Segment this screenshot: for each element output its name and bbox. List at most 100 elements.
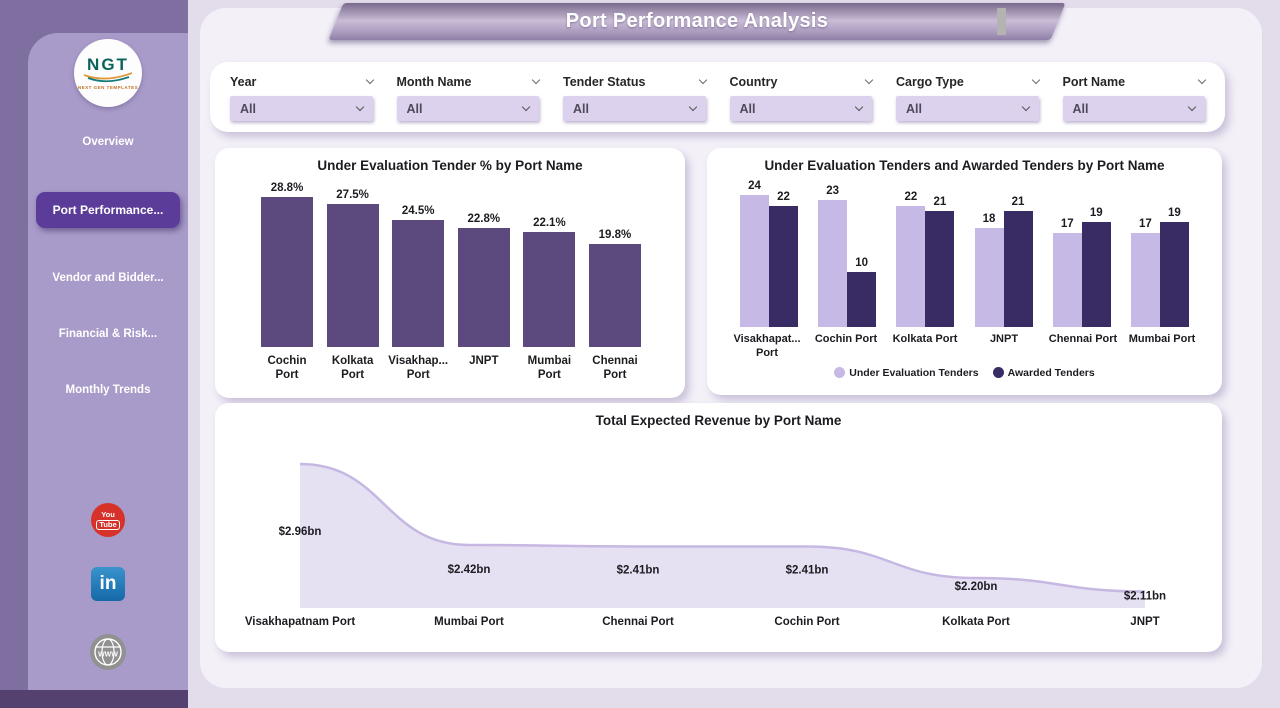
filter-dropdown-port-name[interactable]: All: [1062, 96, 1205, 121]
chevron-down-icon[interactable]: [864, 75, 874, 84]
website-globe-icon[interactable]: WWW: [89, 633, 127, 671]
youtube-icon[interactable]: You Tube: [91, 503, 125, 537]
sidebar-item-vendor-and-bidder[interactable]: Vendor and Bidder...: [52, 272, 164, 284]
series-column: 19: [1159, 179, 1189, 327]
bar-jnpt[interactable]: [457, 228, 510, 347]
legend-item-under-evaluation-tenders[interactable]: Under Evaluation Tenders: [834, 366, 979, 379]
bar-value-label: 24.5%: [401, 205, 435, 217]
banner-inner: Port Performance Analysis: [336, 3, 1058, 40]
axis-label: Cochin Port: [267, 355, 307, 382]
bar-visakhap-port[interactable]: [392, 220, 445, 347]
chart-title-tenders-comparison: Under Evaluation Tenders and Awarded Ten…: [764, 158, 1165, 173]
bar-chennai-port[interactable]: [588, 244, 641, 347]
bar-under-evaluation-tenders-chennai-port[interactable]: [1052, 233, 1082, 327]
bar-under-evaluation-tenders-visakhapat-port[interactable]: [740, 195, 769, 327]
bar-under-evaluation-tenders-mumbai-port[interactable]: [1130, 233, 1160, 327]
bar-kolkata-port[interactable]: [326, 204, 379, 347]
area-plot: $2.96bn $2.42bn $2.41bn $2.41bn $2.20bn $2.11…: [245, 462, 1166, 628]
bar-awarded-tenders-chennai-port[interactable]: [1081, 222, 1111, 327]
filter-label: Tender Status: [563, 74, 646, 89]
bar-value-label: 23: [826, 185, 840, 197]
bar-under-evaluation-tenders-kolkata-port[interactable]: [896, 206, 926, 327]
filter-header: Country: [729, 74, 874, 89]
axis-label: Mumbai Port: [434, 616, 504, 628]
linkedin-icon-text: in: [99, 573, 117, 594]
sidebar-item-monthly-trends[interactable]: Monthly Trends: [65, 384, 151, 396]
axis-label: JNPT: [1130, 616, 1159, 628]
series-column: 19: [1081, 179, 1111, 327]
filter-selected-value: All: [573, 101, 589, 116]
main-content: Port Performance Analysis Year All Month N…: [200, 3, 1262, 688]
chevron-down-icon[interactable]: [521, 102, 531, 111]
chevron-down-icon[interactable]: [1031, 75, 1040, 84]
legend-item-awarded-tenders[interactable]: Awarded Tenders: [992, 366, 1095, 379]
legend-label: Awarded Tenders: [1007, 366, 1095, 379]
chevron-down-icon[interactable]: [688, 102, 697, 111]
globe-glyph-icon: WWW: [90, 634, 126, 670]
filter-label: Country: [729, 74, 778, 89]
bar-column: 28.8%: [255, 179, 319, 347]
data-label: $2.42bn: [448, 564, 491, 576]
chart-title-revenue: Total Expected Revenue by Port Name: [595, 413, 842, 428]
filter-country: Country All: [729, 74, 874, 121]
bar-group-cochin-port: 23 10: [811, 179, 883, 327]
bar-value-label: 19.8%: [598, 229, 632, 241]
series-column: 17: [1052, 179, 1082, 327]
filter-cargo-type: Cargo Type All: [896, 74, 1040, 121]
filter-month-name: Month Name All: [396, 74, 541, 121]
chart-revenue-area: Total Expected Revenue by Port Name $2.9…: [215, 403, 1222, 652]
bar-under-evaluation-tenders-jnpt[interactable]: [974, 228, 1004, 327]
bar-awarded-tenders-mumbai-port[interactable]: [1159, 222, 1189, 327]
filter-dropdown-year[interactable]: All: [230, 96, 373, 121]
bar-under-evaluation-tenders-cochin-port[interactable]: [818, 200, 848, 327]
axis-label: Visakhap... Port: [388, 355, 449, 382]
sidebar-item-overview[interactable]: Overview: [82, 136, 134, 148]
filter-selected-value: All: [1072, 101, 1089, 116]
ngt-logo-text: NGT: [87, 54, 129, 74]
bar-value-label: 17: [1139, 218, 1152, 230]
filter-dropdown-country[interactable]: All: [729, 96, 872, 121]
axis-label: Chennai Port: [602, 616, 674, 628]
axis-label: Cochin Port: [814, 333, 878, 345]
bar-group-chennai-port: 17 19: [1046, 179, 1118, 327]
chevron-down-icon[interactable]: [698, 75, 707, 84]
bar-awarded-tenders-cochin-port[interactable]: [847, 272, 877, 327]
chevron-down-icon[interactable]: [854, 102, 864, 111]
sidebar-panel: NGT NEXT GEN TEMPLATES Overview Port Perf…: [28, 33, 188, 690]
filter-dropdown-tender-status[interactable]: All: [563, 96, 706, 121]
sidebar-item-port-performance[interactable]: Port Performance...: [36, 192, 180, 228]
chevron-down-icon[interactable]: [1021, 102, 1030, 111]
legend-label: Under Evaluation Tenders: [849, 366, 979, 379]
filter-label: Cargo Type: [896, 74, 964, 89]
bar-awarded-tenders-jnpt[interactable]: [1003, 211, 1033, 327]
filter-header: Tender Status: [563, 74, 707, 89]
series-column: 10: [847, 179, 877, 327]
bar-cochin-port[interactable]: [261, 197, 313, 347]
bar-group-mumbai-port: 17 19: [1124, 179, 1196, 327]
axis-label: JNPT: [989, 333, 1019, 345]
x-axis-labels: Visakhapat... Port Cochin Port Kolkata Por…: [707, 333, 1222, 361]
chevron-down-icon[interactable]: [365, 75, 374, 84]
series-column: 17: [1130, 179, 1160, 327]
bar-value-label: 10: [855, 257, 869, 269]
linkedin-icon[interactable]: in: [91, 567, 125, 601]
sidebar: NGT NEXT GEN TEMPLATES Overview Port Perf…: [0, 0, 188, 708]
series-column: 21: [1003, 179, 1033, 327]
bar-awarded-tenders-visakhapat-port[interactable]: [769, 206, 798, 327]
bar-mumbai-port[interactable]: [523, 232, 576, 347]
bar-value-label: 21: [933, 196, 947, 208]
axis-label: Cochin Port: [774, 616, 839, 628]
series-column: 23: [818, 179, 848, 327]
filter-dropdown-cargo-type[interactable]: All: [896, 96, 1039, 121]
filter-dropdown-month-name[interactable]: All: [396, 96, 539, 121]
filter-label: Month Name: [396, 74, 472, 89]
bar-awarded-tenders-kolkata-port[interactable]: [925, 211, 955, 327]
chevron-down-icon[interactable]: [355, 102, 364, 111]
chevron-down-icon[interactable]: [1197, 75, 1207, 84]
sidebar-item-financial-risk[interactable]: Financial & Risk...: [58, 328, 158, 340]
chevron-down-icon[interactable]: [1187, 102, 1197, 111]
bar-value-label: 19: [1089, 207, 1103, 219]
chevron-down-icon[interactable]: [531, 75, 541, 84]
axis-label: Chennai Port: [592, 355, 638, 382]
revenue-area-fill[interactable]: [300, 464, 1145, 608]
